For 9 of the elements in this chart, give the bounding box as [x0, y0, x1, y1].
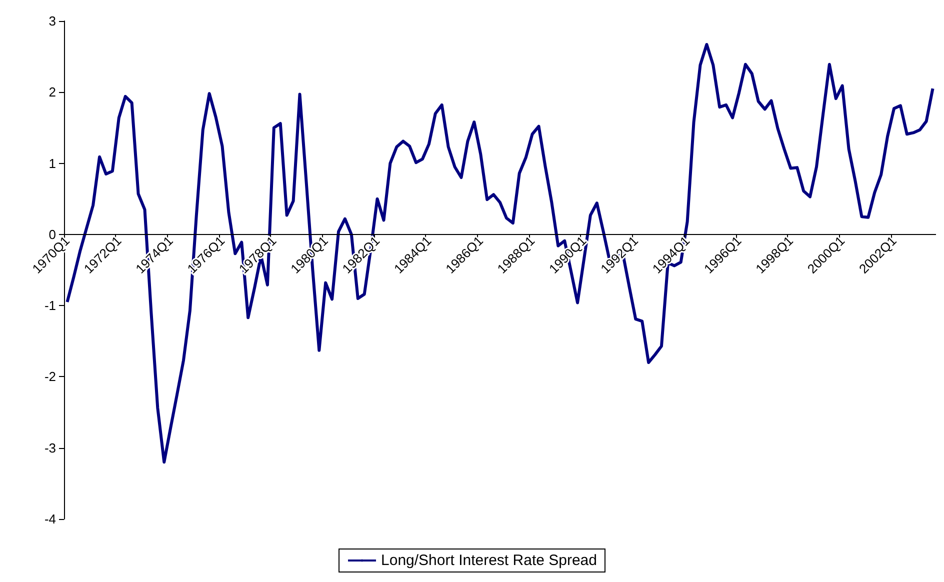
y-tick-label: -1 — [44, 298, 56, 314]
y-tick-label: 1 — [48, 156, 56, 171]
y-tick-label: -2 — [44, 369, 56, 384]
y-tick-label: 3 — [48, 14, 56, 28]
y-tick-label: -3 — [44, 440, 56, 456]
y-tick-label: 2 — [48, 84, 56, 100]
y-tick-label: 0 — [48, 226, 56, 242]
y-tick-label: -4 — [44, 512, 56, 526]
legend-label: Long/Short Interest Rate Spread — [381, 552, 597, 569]
